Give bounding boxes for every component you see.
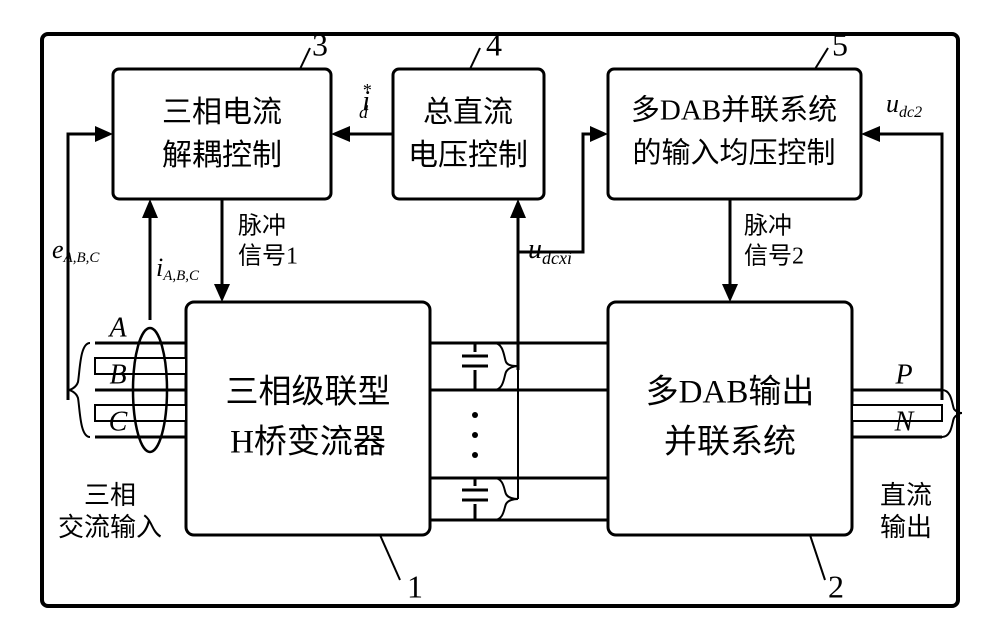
block-1: 三相级联型 H桥变流器 bbox=[186, 302, 430, 535]
block-2-line2: 并联系统 bbox=[664, 424, 796, 461]
block-1-line2: H桥变流器 bbox=[230, 424, 386, 461]
label-pulse1: 脉冲 信号1 bbox=[238, 213, 298, 270]
svg-text:信号2: 信号2 bbox=[744, 243, 804, 270]
block-4: 总直流 电压控制 bbox=[393, 69, 544, 199]
label-pulse2: 脉冲 信号2 bbox=[744, 213, 804, 270]
svg-text:三相: 三相 bbox=[84, 481, 136, 510]
svg-text:1: 1 bbox=[407, 568, 423, 604]
svg-text:i*d: i*d bbox=[359, 80, 371, 122]
ac-input-annotation: 三相 交流输入 bbox=[58, 481, 162, 542]
label-udcxi: udcxi bbox=[528, 234, 572, 268]
svg-text:输出: 输出 bbox=[880, 513, 932, 542]
svg-text:2: 2 bbox=[828, 568, 844, 604]
block-5-line2: 的输入均压控制 bbox=[632, 137, 835, 170]
svg-text:3: 3 bbox=[312, 26, 328, 62]
svg-text:脉冲: 脉冲 bbox=[238, 213, 286, 240]
phase-labels: A B C bbox=[107, 312, 127, 437]
svg-text:N: N bbox=[894, 406, 915, 437]
block-1-line1: 三相级联型 bbox=[226, 374, 391, 411]
arrow-pulse2 bbox=[722, 199, 738, 302]
diagram-svg: 三相电流 解耦控制 总直流 电压控制 多DAB并联系统 的输入均压控制 三相级联… bbox=[0, 0, 1000, 639]
label-eabc: eA,B,C bbox=[52, 235, 100, 266]
block-5: 多DAB并联系统 的输入均压控制 bbox=[608, 69, 861, 199]
arrow-4-to-3 bbox=[331, 126, 393, 142]
label-udc2: udc2 bbox=[886, 89, 922, 121]
block-5-line1: 多DAB并联系统 bbox=[631, 94, 837, 127]
svg-text:信号1: 信号1 bbox=[238, 243, 298, 270]
dc-output-annotation: 直流 输出 bbox=[880, 481, 932, 542]
svg-text:B: B bbox=[109, 359, 126, 390]
svg-text:交流输入: 交流输入 bbox=[58, 513, 162, 542]
svg-text:直流: 直流 bbox=[880, 481, 932, 510]
block-4-line1: 总直流 bbox=[423, 96, 513, 129]
svg-text:A: A bbox=[107, 312, 127, 343]
number-2: 2 bbox=[810, 535, 844, 604]
block-3-line1: 三相电流 bbox=[162, 96, 282, 129]
svg-text:C: C bbox=[109, 406, 128, 437]
svg-text:iA,B,C: iA,B,C bbox=[156, 253, 200, 284]
svg-text:udcxi: udcxi bbox=[528, 234, 572, 268]
number-1: 1 bbox=[380, 535, 423, 604]
label-id-star: i*d bbox=[359, 80, 371, 122]
svg-text:udc2: udc2 bbox=[886, 89, 922, 121]
block-2-line1: 多DAB输出 bbox=[646, 374, 815, 411]
block-4-line2: 电压控制 bbox=[408, 139, 528, 172]
block-3: 三相电流 解耦控制 bbox=[113, 69, 331, 199]
arrow-pulse1 bbox=[214, 199, 230, 302]
svg-text:4: 4 bbox=[486, 26, 502, 62]
block-3-line2: 解耦控制 bbox=[162, 139, 282, 172]
svg-text:5: 5 bbox=[832, 26, 848, 62]
block-2: 多DAB输出 并联系统 bbox=[608, 302, 852, 535]
label-iabc: iA,B,C bbox=[156, 253, 200, 284]
svg-text:P: P bbox=[894, 359, 912, 390]
svg-text:eA,B,C: eA,B,C bbox=[52, 235, 100, 266]
pn-labels: P N bbox=[894, 359, 915, 437]
svg-text:脉冲: 脉冲 bbox=[744, 213, 792, 240]
